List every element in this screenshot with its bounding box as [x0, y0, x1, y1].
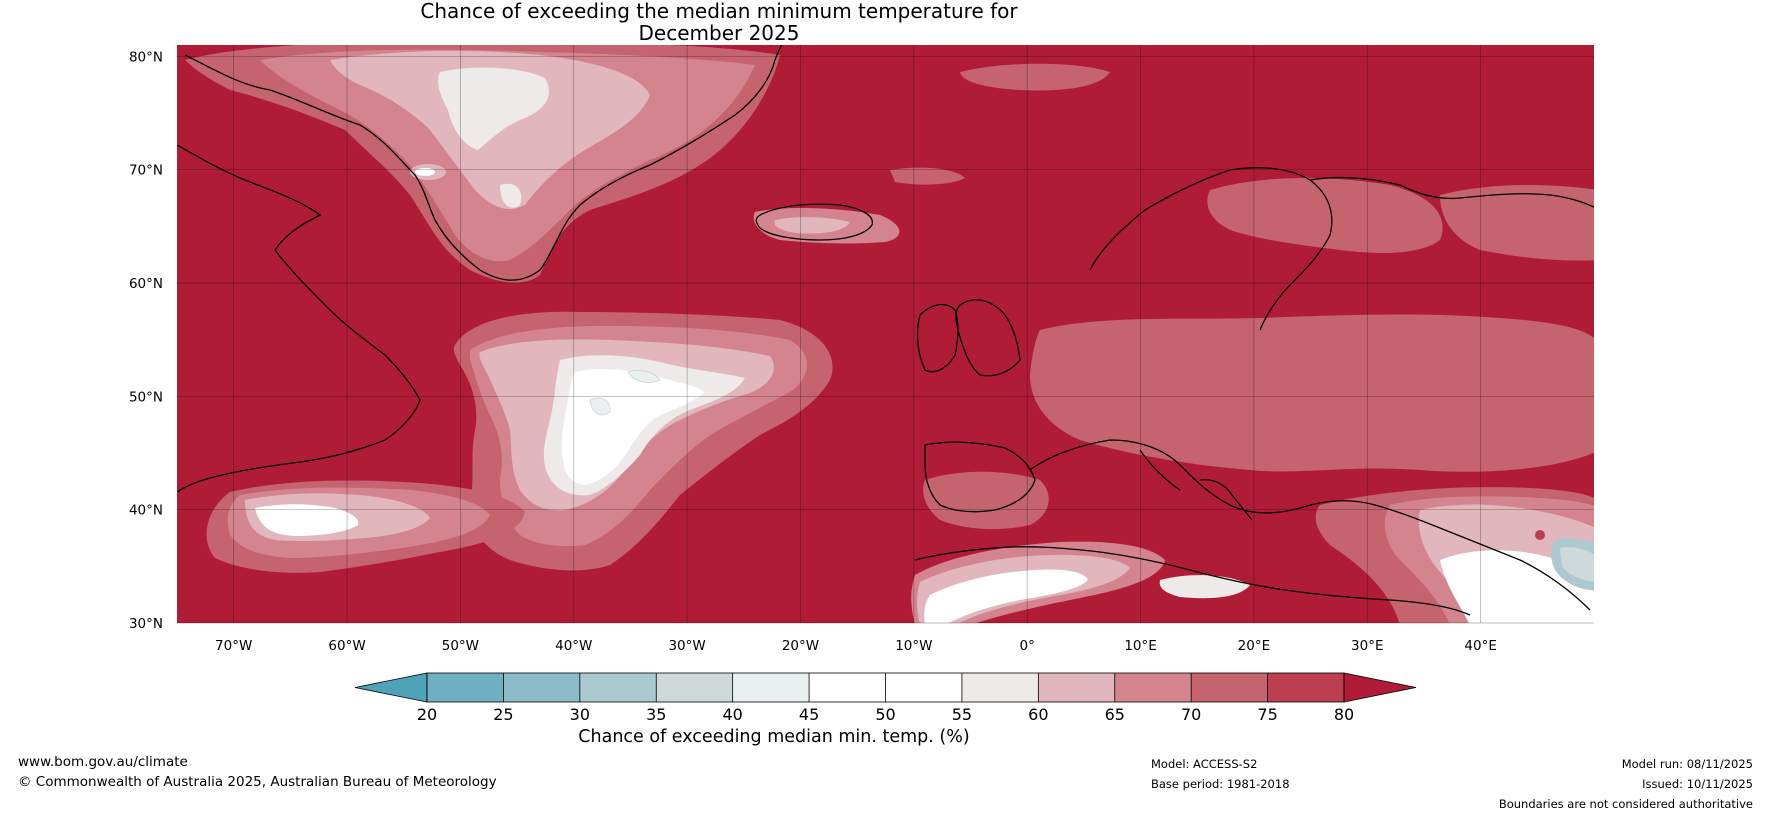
footer-website: www.bom.gov.au/climate	[18, 754, 188, 770]
contour-maghreb-50	[924, 569, 1088, 623]
lat-label: 70°N	[129, 163, 163, 179]
chart-title-line1: Chance of exceeding the median minimum t…	[420, 0, 1018, 23]
lat-label: 80°N	[129, 49, 163, 65]
colorbar-tick-label: 30	[570, 705, 590, 724]
colorbar-tick-label: 65	[1105, 705, 1125, 724]
chart-title-line2: December 2025	[638, 21, 800, 45]
lon-label: 10°E	[1124, 638, 1156, 654]
footer-disclaimer: Boundaries are not considered authoritat…	[1498, 797, 1753, 811]
colorbar-tick-label: 25	[493, 705, 513, 724]
lat-label: 40°N	[129, 503, 163, 519]
lon-label: 20°W	[782, 638, 819, 654]
contour-greenland-55	[437, 67, 549, 150]
colorbar-segment	[1038, 673, 1115, 702]
lat-label: 60°N	[129, 276, 163, 292]
contour-greenland-55b	[500, 183, 522, 208]
colorbar-segment	[1267, 673, 1344, 702]
colorbar-tick-label: 60	[1028, 705, 1048, 724]
colorbar-segment	[885, 673, 962, 702]
footer-issued: Issued: 10/11/2025	[1642, 777, 1753, 791]
contour-iberia	[923, 471, 1049, 530]
lon-label: 20°E	[1238, 638, 1270, 654]
lon-label: 60°W	[328, 638, 365, 654]
colorbar-tick-label: 40	[722, 705, 742, 724]
contour-arctic-patch	[960, 63, 1110, 91]
colorbar-tick-label: 20	[417, 705, 437, 724]
contour-eurasia-70	[1030, 314, 1594, 472]
lon-label: 40°W	[555, 638, 592, 654]
lon-label: 30°E	[1351, 638, 1383, 654]
lon-label: 40°E	[1464, 638, 1496, 654]
footer-base-period: Base period: 1981-2018	[1151, 777, 1290, 791]
footer-model-run: Model run: 08/11/2025	[1621, 757, 1753, 771]
latitude-labels: 80°N 70°N 60°N 50°N 40°N 30°N	[129, 49, 163, 632]
contour-scandinavia	[1207, 178, 1443, 253]
colorbar-tick-label: 80	[1334, 705, 1354, 724]
colorbar-segment	[656, 673, 733, 702]
colorbar-tick-label: 75	[1257, 705, 1277, 724]
colorbar-tick-label: 70	[1181, 705, 1201, 724]
lon-label: 30°W	[668, 638, 705, 654]
colorbar-segment	[732, 673, 810, 702]
lon-label: 0°	[1020, 638, 1035, 654]
colorbar-segment	[427, 673, 504, 702]
colorbar-tick-label: 50	[875, 705, 895, 724]
lon-label: 70°W	[215, 638, 252, 654]
colorbar-tick-label: 45	[799, 705, 819, 724]
colorbar-segment	[1191, 673, 1268, 702]
colorbar-segment	[503, 673, 580, 702]
longitude-labels: 70°W 60°W 50°W 40°W 30°W 20°W 10°W 0° 10°E 20°E 30…	[215, 638, 1497, 654]
lon-label: 10°W	[895, 638, 932, 654]
lat-label: 50°N	[129, 389, 163, 405]
lon-label: 50°W	[442, 638, 479, 654]
contour-southwest-50	[255, 504, 359, 536]
colorbar-tick-label: 35	[646, 705, 666, 724]
graticule	[177, 45, 1594, 624]
colorbar-max-arrow	[1343, 672, 1417, 703]
footer-model: Model: ACCESS-S2	[1151, 757, 1258, 771]
colorbar-segment	[809, 673, 886, 702]
colorbar: 20 25 30 35 40 45 50 55 60 65 70 75 80	[354, 672, 1417, 724]
coastlines	[177, 45, 1594, 616]
probability-contours	[185, 45, 1594, 623]
lat-label: 30°N	[129, 616, 163, 632]
colorbar-segment	[579, 673, 657, 702]
colorbar-segment	[1114, 673, 1192, 702]
colorbar-tick-label: 55	[952, 705, 972, 724]
colorbar-min-arrow	[354, 672, 428, 703]
colorbar-segment	[961, 673, 1039, 702]
colorbar-label: Chance of exceeding median min. temp. (%…	[578, 727, 970, 747]
footer-copyright: © Commonwealth of Australia 2025, Austra…	[18, 774, 497, 790]
